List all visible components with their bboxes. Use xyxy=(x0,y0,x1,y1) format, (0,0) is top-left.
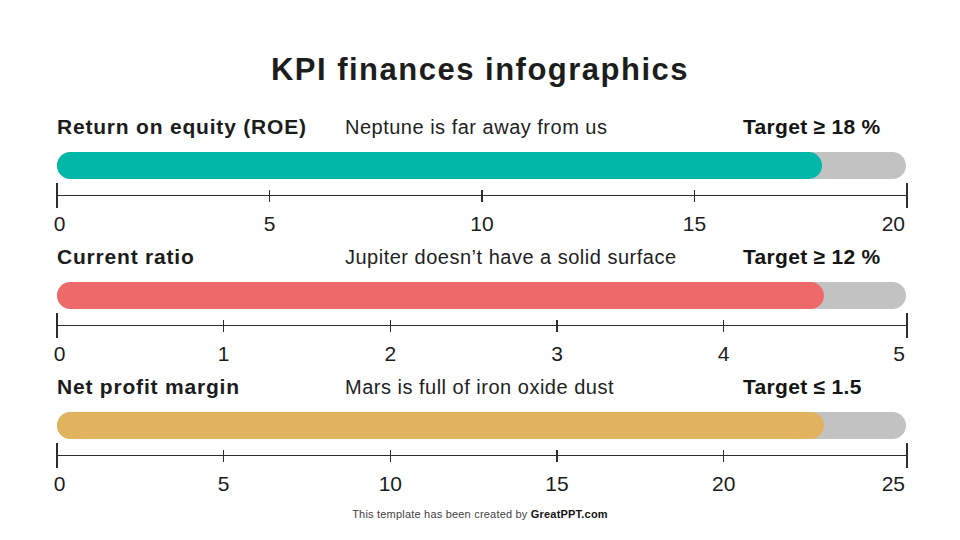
axis-tick-label: 5 xyxy=(194,473,254,494)
kpi-row: Return on equity (ROE) Neptune is far aw… xyxy=(0,116,960,246)
kpi-infographic-page: KPI finances infographics Return on equi… xyxy=(0,0,960,540)
kpi-note: Jupiter doesn’t have a solid surface xyxy=(345,247,677,267)
axis-tick xyxy=(56,443,58,468)
kpi-row: Net profit margin Mars is full of iron o… xyxy=(0,376,960,506)
axis-tick-label: 20 xyxy=(694,473,754,494)
footer-brand: GreatPPT.com xyxy=(531,508,608,520)
axis-tick xyxy=(906,443,908,468)
axis-tick-label: 10 xyxy=(360,473,420,494)
axis-tick-label: 3 xyxy=(527,343,587,364)
axis-tick-label: 0 xyxy=(30,213,90,234)
axis-tick xyxy=(56,183,58,208)
kpi-note: Mars is full of iron oxide dust xyxy=(345,377,614,397)
axis-tick xyxy=(556,450,558,462)
footer-credit: This template has been created by GreatP… xyxy=(0,509,960,520)
axis-tick-label: 1 xyxy=(194,343,254,364)
kpi-note: Neptune is far away from us xyxy=(345,117,608,137)
axis-tick xyxy=(223,320,225,332)
axis-tick xyxy=(694,190,696,202)
axis-tick xyxy=(269,190,271,202)
axis-tick xyxy=(723,320,725,332)
axis-tick-label: 10 xyxy=(452,213,512,234)
axis-tick-label: 5 xyxy=(845,343,905,364)
axis-tick xyxy=(906,313,908,338)
axis-tick-label: 15 xyxy=(527,473,587,494)
axis-tick-label: 20 xyxy=(845,213,905,234)
kpi-target: Target ≥ 18 % xyxy=(743,116,881,137)
axis-tick xyxy=(723,450,725,462)
axis-tick xyxy=(906,183,908,208)
kpi-label: Return on equity (ROE) xyxy=(57,116,307,137)
axis-tick-label: 5 xyxy=(240,213,300,234)
axis-tick xyxy=(223,450,225,462)
axis-tick-label: 15 xyxy=(665,213,725,234)
axis-tick xyxy=(481,190,483,202)
axis-tick-label: 0 xyxy=(30,343,90,364)
kpi-target: Target ≥ 12 % xyxy=(743,246,881,267)
page-title: KPI finances infographics xyxy=(0,54,960,85)
axis-line xyxy=(57,325,907,326)
kpi-label: Net profit margin xyxy=(57,376,240,397)
footer-credit-text: This template has been created by xyxy=(352,508,531,520)
kpi-target: Target ≤ 1.5 xyxy=(743,376,862,397)
axis-tick-label: 4 xyxy=(694,343,754,364)
progress-fill xyxy=(57,412,824,439)
progress-fill xyxy=(57,282,824,309)
axis-tick-label: 2 xyxy=(360,343,420,364)
axis-tick-label: 25 xyxy=(845,473,905,494)
progress-fill xyxy=(57,152,822,179)
axis-tick xyxy=(390,450,392,462)
axis-line xyxy=(57,455,907,456)
axis-tick xyxy=(390,320,392,332)
kpi-row: Current ratio Jupiter doesn’t have a sol… xyxy=(0,246,960,376)
axis-tick xyxy=(556,320,558,332)
axis-tick-label: 0 xyxy=(30,473,90,494)
kpi-label: Current ratio xyxy=(57,246,195,267)
axis-tick xyxy=(56,313,58,338)
